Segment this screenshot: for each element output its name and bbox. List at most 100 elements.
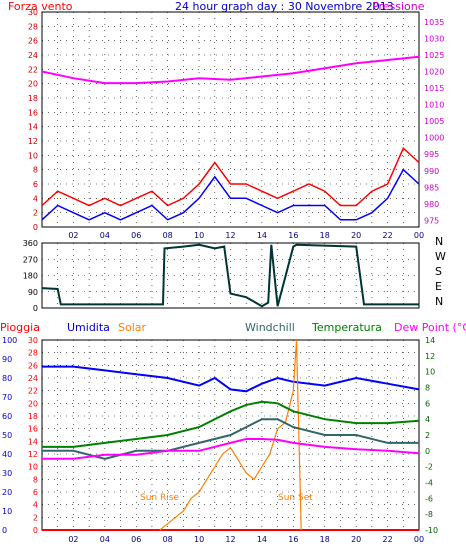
compass-label: W	[435, 250, 446, 263]
pressione-label: Pressione	[372, 0, 425, 13]
wind-y-tick: 4	[33, 194, 38, 203]
pressure-y-tick: 975	[424, 216, 439, 225]
rain-y-tick: 20	[28, 399, 38, 408]
wind-y-tick: 16	[28, 108, 38, 117]
x-tick: 02	[68, 231, 78, 240]
x-tick: 04	[100, 535, 110, 544]
temperatura-label: Temperatura	[311, 321, 382, 334]
x-tick: 20	[351, 231, 361, 240]
wind-y-tick: 20	[28, 80, 38, 89]
x-tick: 02	[68, 535, 78, 544]
wind-y-tick: 14	[28, 123, 38, 132]
temp-y-tick: 14	[425, 336, 435, 345]
x-tick: 20	[351, 535, 361, 544]
rain-y-tick: 22	[28, 387, 38, 396]
compass-label: E	[435, 280, 442, 293]
rain-y-tick: 12	[28, 450, 38, 459]
x-tick: 00	[414, 231, 424, 240]
pressure-y-tick: 1020	[424, 68, 444, 77]
humidity-y-tick: 100	[2, 336, 17, 345]
temp-y-tick: -2	[425, 463, 433, 472]
humidity-y-tick: 30	[2, 469, 12, 478]
humidity-y-tick: 0	[2, 526, 7, 535]
humidity-y-tick: 40	[2, 450, 12, 459]
temp-y-tick: -4	[425, 479, 433, 488]
series-dewpoint	[42, 438, 420, 460]
rain-y-tick: 0	[33, 526, 38, 535]
humidity-y-tick: 10	[2, 507, 12, 516]
humidity-y-tick: 50	[2, 431, 12, 440]
humidity-y-tick: 20	[2, 488, 12, 497]
graph-title: 24 hour graph day : 30 Novembre 2013	[175, 0, 394, 13]
solar-label: Solar	[118, 321, 147, 334]
temp-y-tick: 0	[425, 447, 430, 456]
temp-y-tick: 8	[425, 384, 430, 393]
temp-y-tick: 2	[425, 431, 430, 440]
series-temperature	[42, 400, 420, 448]
rain-y-tick: 18	[28, 412, 38, 421]
pressure-y-tick: 1025	[424, 51, 444, 60]
rain-y-tick: 14	[28, 437, 38, 446]
series-pressure	[41, 55, 420, 85]
x-tick: 00	[414, 535, 424, 544]
x-tick: 18	[320, 535, 330, 544]
humidity-y-tick: 80	[2, 374, 12, 383]
compass-label: N	[435, 295, 443, 308]
x-tick: 22	[382, 231, 392, 240]
x-tick: 10	[194, 231, 204, 240]
wind-y-tick: 26	[28, 37, 38, 46]
rain-y-tick: 4	[33, 501, 38, 510]
wind-y-tick: 0	[33, 223, 38, 232]
temp-y-tick: -8	[425, 510, 433, 519]
compass-label: N	[435, 235, 443, 248]
wind-pressure-panel: 0246810121416182022242628309759809859909…	[28, 8, 445, 240]
temp-y-tick: 4	[425, 415, 430, 424]
series-windchill	[42, 418, 419, 460]
x-tick: 14	[257, 535, 267, 544]
wind-y-tick: 8	[33, 166, 38, 175]
rain-y-tick: 26	[28, 361, 38, 370]
x-tick: 06	[131, 535, 141, 544]
x-tick: 18	[320, 231, 330, 240]
x-tick: 16	[288, 231, 298, 240]
x-tick: 22	[382, 535, 392, 544]
wind-plot-frame	[41, 11, 420, 228]
humidity-y-tick: 60	[2, 412, 12, 421]
x-tick: 12	[225, 535, 235, 544]
direction-y-tick: 270	[23, 255, 38, 264]
forza-vento-label: Forza vento	[8, 0, 73, 13]
umidita-label: Umidita	[67, 321, 110, 334]
x-tick: 10	[194, 535, 204, 544]
x-tick: 08	[163, 231, 173, 240]
humidity-y-tick: 90	[2, 355, 12, 364]
wind-y-tick: 24	[28, 51, 38, 60]
pressure-y-tick: 1035	[424, 18, 444, 27]
rain-y-tick: 2	[33, 513, 38, 522]
rain-y-tick: 6	[33, 488, 38, 497]
wind-y-tick: 2	[33, 209, 38, 218]
compass-label: S	[435, 265, 442, 278]
x-tick: 12	[225, 231, 235, 240]
x-tick: 14	[257, 231, 267, 240]
temp-y-tick: 10	[425, 368, 435, 377]
rain-y-tick: 10	[28, 463, 38, 472]
pressure-y-tick: 1015	[424, 84, 444, 93]
rain-y-tick: 28	[28, 349, 38, 358]
temp-y-tick: -10	[425, 526, 438, 535]
wind-y-tick: 30	[28, 8, 38, 17]
rain-y-tick: 30	[28, 336, 38, 345]
temp-y-tick: 6	[425, 399, 430, 408]
weather-panel: 0246810121416182022242628300102030405060…	[2, 336, 438, 544]
x-tick: 06	[131, 231, 141, 240]
pressure-y-tick: 1030	[424, 34, 444, 43]
pressure-y-tick: 985	[424, 183, 439, 192]
rain-y-tick: 8	[33, 475, 38, 484]
dew-point-label: Dew Point (°C)	[394, 321, 466, 334]
rain-y-tick: 16	[28, 425, 38, 434]
pressure-y-tick: 1000	[424, 134, 444, 143]
wind-y-tick: 18	[28, 94, 38, 103]
windchill-label: Windchill	[245, 321, 295, 334]
pressure-y-tick: 1010	[424, 101, 444, 110]
